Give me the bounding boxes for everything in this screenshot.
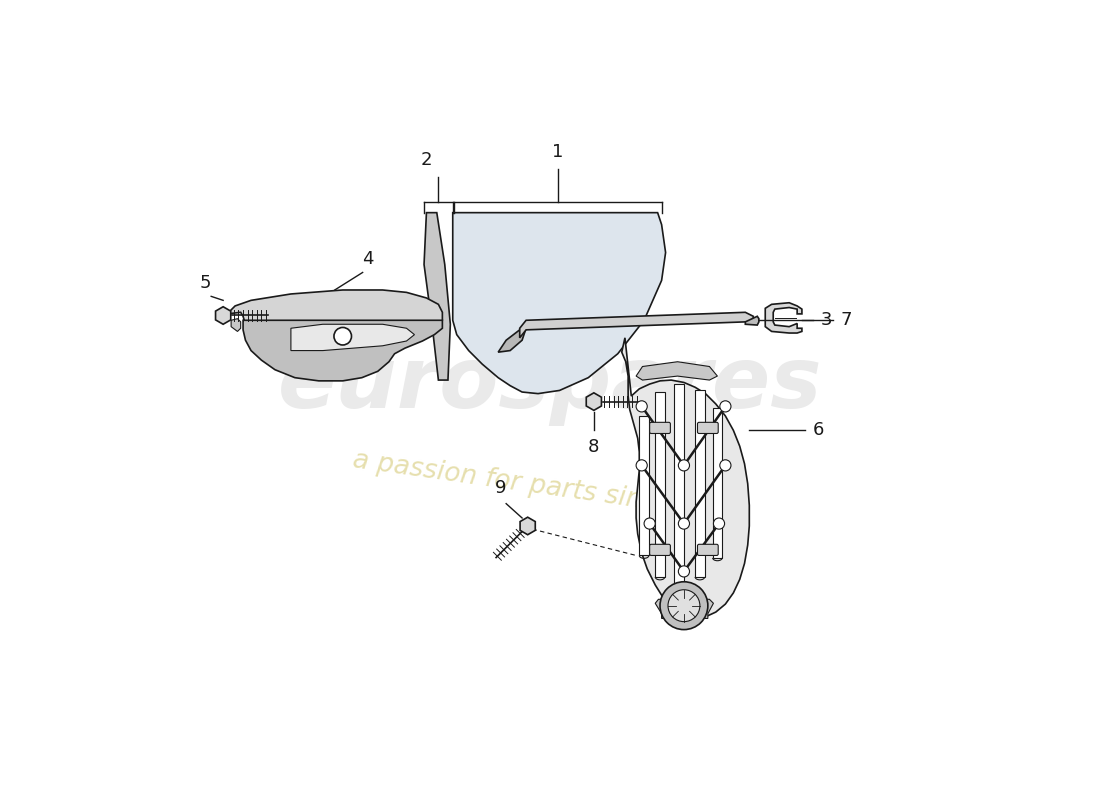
Text: eurospares: eurospares — [277, 342, 823, 426]
Circle shape — [679, 566, 690, 577]
Circle shape — [636, 460, 647, 471]
Polygon shape — [586, 393, 602, 410]
Polygon shape — [453, 213, 666, 394]
Polygon shape — [695, 390, 705, 577]
Polygon shape — [674, 384, 684, 585]
Text: 5: 5 — [200, 274, 211, 292]
FancyBboxPatch shape — [697, 422, 718, 434]
Polygon shape — [290, 324, 415, 350]
Polygon shape — [520, 517, 536, 534]
FancyBboxPatch shape — [697, 544, 718, 555]
Circle shape — [714, 518, 725, 529]
Circle shape — [719, 460, 732, 471]
Circle shape — [334, 327, 352, 345]
Text: 2: 2 — [420, 151, 432, 169]
Polygon shape — [216, 306, 231, 324]
Polygon shape — [498, 328, 526, 352]
Text: 7: 7 — [842, 311, 852, 330]
Polygon shape — [227, 290, 442, 370]
Polygon shape — [424, 213, 450, 380]
Circle shape — [719, 401, 732, 412]
Polygon shape — [243, 320, 442, 381]
Polygon shape — [519, 312, 754, 338]
Text: 8: 8 — [588, 438, 600, 456]
Circle shape — [660, 582, 708, 630]
Text: 6: 6 — [813, 422, 825, 439]
Circle shape — [679, 518, 690, 529]
Circle shape — [636, 401, 647, 412]
Polygon shape — [621, 338, 749, 618]
Text: 4: 4 — [363, 250, 374, 269]
Circle shape — [679, 460, 690, 471]
Polygon shape — [424, 213, 450, 380]
Polygon shape — [227, 290, 442, 370]
Circle shape — [645, 518, 656, 529]
Circle shape — [668, 590, 700, 622]
Polygon shape — [636, 362, 717, 380]
Polygon shape — [713, 408, 723, 558]
Polygon shape — [766, 302, 802, 333]
Polygon shape — [656, 392, 664, 577]
Polygon shape — [453, 213, 666, 394]
Text: 1: 1 — [552, 143, 563, 161]
FancyBboxPatch shape — [650, 422, 670, 434]
Polygon shape — [498, 328, 526, 352]
Polygon shape — [639, 416, 649, 555]
Polygon shape — [746, 316, 759, 325]
Text: 3: 3 — [821, 311, 833, 330]
FancyBboxPatch shape — [650, 544, 670, 555]
Polygon shape — [656, 599, 714, 618]
Text: 9: 9 — [495, 479, 506, 498]
Polygon shape — [231, 318, 241, 331]
Polygon shape — [519, 312, 754, 338]
Text: a passion for parts since 1985: a passion for parts since 1985 — [351, 447, 749, 528]
